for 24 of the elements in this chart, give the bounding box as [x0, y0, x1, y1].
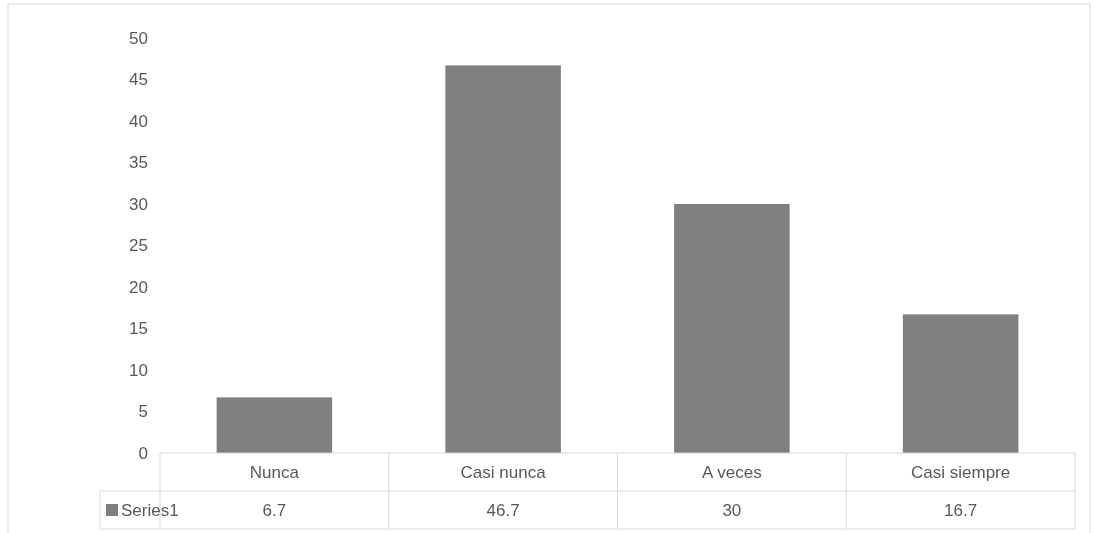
y-tick-label: 45	[129, 70, 148, 90]
y-tick-label: 40	[129, 111, 148, 131]
x-tick-label: A veces	[702, 463, 762, 482]
y-tick-label: 50	[129, 28, 148, 48]
y-tick-label: 25	[129, 236, 148, 256]
y-tick-label: 20	[129, 277, 148, 297]
x-tick-label: Nunca	[249, 463, 300, 482]
legend-label: Series1	[121, 501, 179, 520]
data-label: 6.7	[262, 501, 287, 520]
bar	[902, 314, 1019, 453]
y-tick-label: 10	[129, 360, 148, 380]
y-tick-label: 15	[129, 319, 148, 339]
bar	[445, 65, 561, 453]
data-label: 46.7	[486, 501, 520, 520]
y-tick-label: 0	[138, 443, 148, 463]
y-tick-label: 35	[129, 153, 148, 173]
bar	[674, 204, 790, 453]
data-label: 30	[722, 501, 742, 520]
data-label: 16.7	[944, 501, 978, 520]
x-tick-label: Casi siempre	[911, 463, 1011, 482]
y-tick-label: 5	[138, 402, 148, 422]
x-tick-label: Casi nunca	[460, 463, 547, 482]
y-tick-label: 30	[129, 194, 148, 214]
bar	[216, 397, 333, 453]
